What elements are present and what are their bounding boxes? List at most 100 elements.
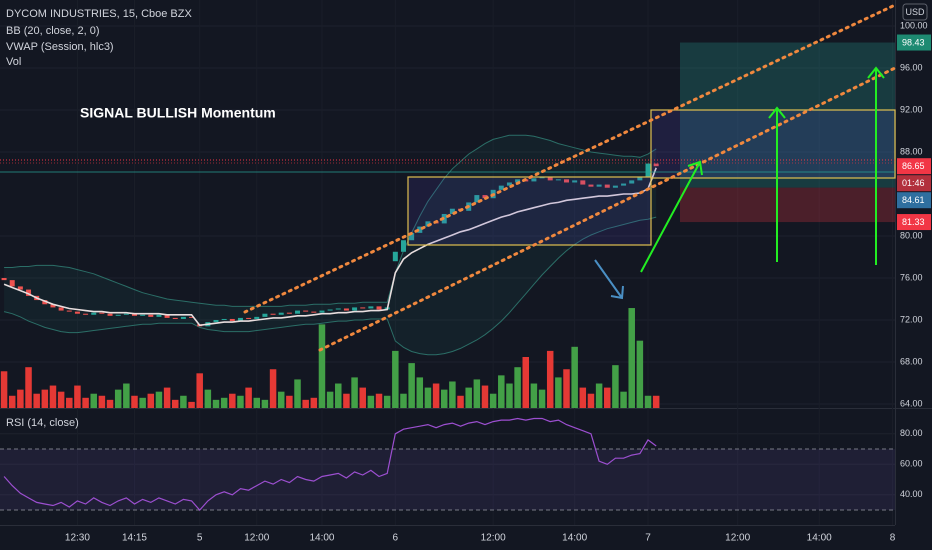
volume-bar bbox=[229, 393, 236, 408]
volume-bar bbox=[440, 389, 448, 408]
volume-bar bbox=[57, 391, 65, 408]
price-tag bbox=[897, 214, 931, 231]
price-tag-label: 84.61 bbox=[902, 195, 925, 205]
candle bbox=[409, 232, 415, 241]
volume-bar bbox=[131, 395, 138, 408]
volume-bar bbox=[204, 389, 212, 408]
volume-bar bbox=[74, 385, 81, 408]
y-tick-label: 64.00 bbox=[900, 398, 923, 408]
volume-bar bbox=[522, 357, 530, 408]
volume-bar bbox=[106, 399, 114, 408]
volume-bar bbox=[530, 383, 538, 408]
candle bbox=[604, 184, 610, 188]
candle bbox=[515, 179, 521, 183]
candle bbox=[327, 309, 333, 311]
candle bbox=[564, 179, 570, 183]
y-tick-label: 76.00 bbox=[900, 272, 923, 282]
volume-bar bbox=[489, 393, 497, 408]
currency-box bbox=[902, 3, 928, 21]
candle bbox=[311, 311, 317, 313]
candle bbox=[74, 311, 80, 314]
candle bbox=[17, 286, 23, 290]
volume-bar bbox=[628, 308, 635, 408]
candle bbox=[645, 163, 651, 178]
candle bbox=[637, 177, 643, 181]
volume-bar bbox=[90, 393, 97, 408]
volume-bar bbox=[147, 393, 155, 408]
price-tag bbox=[897, 192, 931, 209]
candle bbox=[352, 307, 358, 311]
arrow bbox=[867, 66, 885, 265]
volume-bar bbox=[261, 399, 269, 408]
volume-bar bbox=[343, 393, 350, 408]
volume-bar bbox=[604, 387, 611, 408]
volume-bar bbox=[33, 393, 40, 408]
candle bbox=[474, 195, 480, 203]
candle bbox=[66, 310, 72, 312]
volume-bar bbox=[644, 395, 652, 408]
candle bbox=[621, 183, 627, 186]
volume-bar bbox=[163, 387, 171, 408]
candle bbox=[319, 310, 325, 313]
candle bbox=[246, 317, 252, 319]
candle bbox=[303, 310, 309, 312]
candle bbox=[449, 208, 455, 214]
candle bbox=[156, 314, 162, 317]
candle bbox=[629, 180, 635, 184]
y-tick-label: 68.00 bbox=[900, 356, 923, 366]
volume-bar bbox=[286, 395, 293, 408]
candle bbox=[417, 226, 423, 233]
drawings bbox=[0, 3, 897, 352]
volume-bar bbox=[457, 395, 464, 408]
candle bbox=[555, 179, 561, 181]
candle bbox=[482, 195, 488, 199]
range-box bbox=[650, 109, 896, 179]
bb-lower bbox=[3, 216, 657, 356]
candle bbox=[180, 316, 186, 319]
volume-bar bbox=[367, 395, 375, 408]
volume-bar bbox=[0, 371, 8, 408]
candle bbox=[531, 178, 537, 182]
candle bbox=[148, 314, 154, 317]
volume-bar bbox=[571, 346, 578, 408]
candle bbox=[140, 314, 146, 316]
candle bbox=[164, 314, 170, 318]
x-tick-label: 7 bbox=[645, 533, 651, 544]
candle bbox=[278, 312, 284, 315]
volume-bar bbox=[180, 395, 187, 408]
volume-bar bbox=[326, 391, 334, 408]
candle bbox=[580, 180, 586, 185]
candle bbox=[286, 312, 292, 314]
candle bbox=[131, 313, 137, 316]
candle bbox=[1, 278, 7, 281]
y-tick-label: 40.00 bbox=[900, 489, 923, 499]
volume-bar bbox=[498, 375, 505, 408]
volume-bar bbox=[82, 397, 89, 408]
candle bbox=[596, 184, 602, 187]
rsi-line bbox=[3, 417, 657, 512]
candle bbox=[107, 313, 113, 316]
annotation: SIGNAL BULLISH Momentum bbox=[80, 105, 276, 121]
candle bbox=[335, 308, 341, 310]
y-tick-label: 100.00 bbox=[900, 20, 928, 30]
volume-bar bbox=[318, 324, 326, 408]
candle bbox=[588, 184, 594, 187]
candle bbox=[547, 177, 553, 181]
volume-bar bbox=[400, 393, 407, 408]
volume-bar bbox=[416, 377, 424, 408]
countdown: 01:46 bbox=[902, 178, 925, 188]
candle bbox=[42, 300, 48, 305]
volume-bar bbox=[351, 377, 358, 408]
volume-bar bbox=[269, 369, 277, 408]
candle bbox=[91, 312, 97, 315]
rsi-title: RSI (14, close) bbox=[6, 417, 79, 429]
arrow bbox=[768, 106, 786, 262]
candle bbox=[58, 307, 64, 311]
price-tag bbox=[897, 158, 931, 175]
volume-bar bbox=[253, 397, 261, 408]
x-tick-label: 14:00 bbox=[309, 533, 334, 544]
candle bbox=[376, 306, 382, 310]
volume-bar bbox=[212, 399, 220, 408]
volume-bar bbox=[220, 397, 228, 408]
